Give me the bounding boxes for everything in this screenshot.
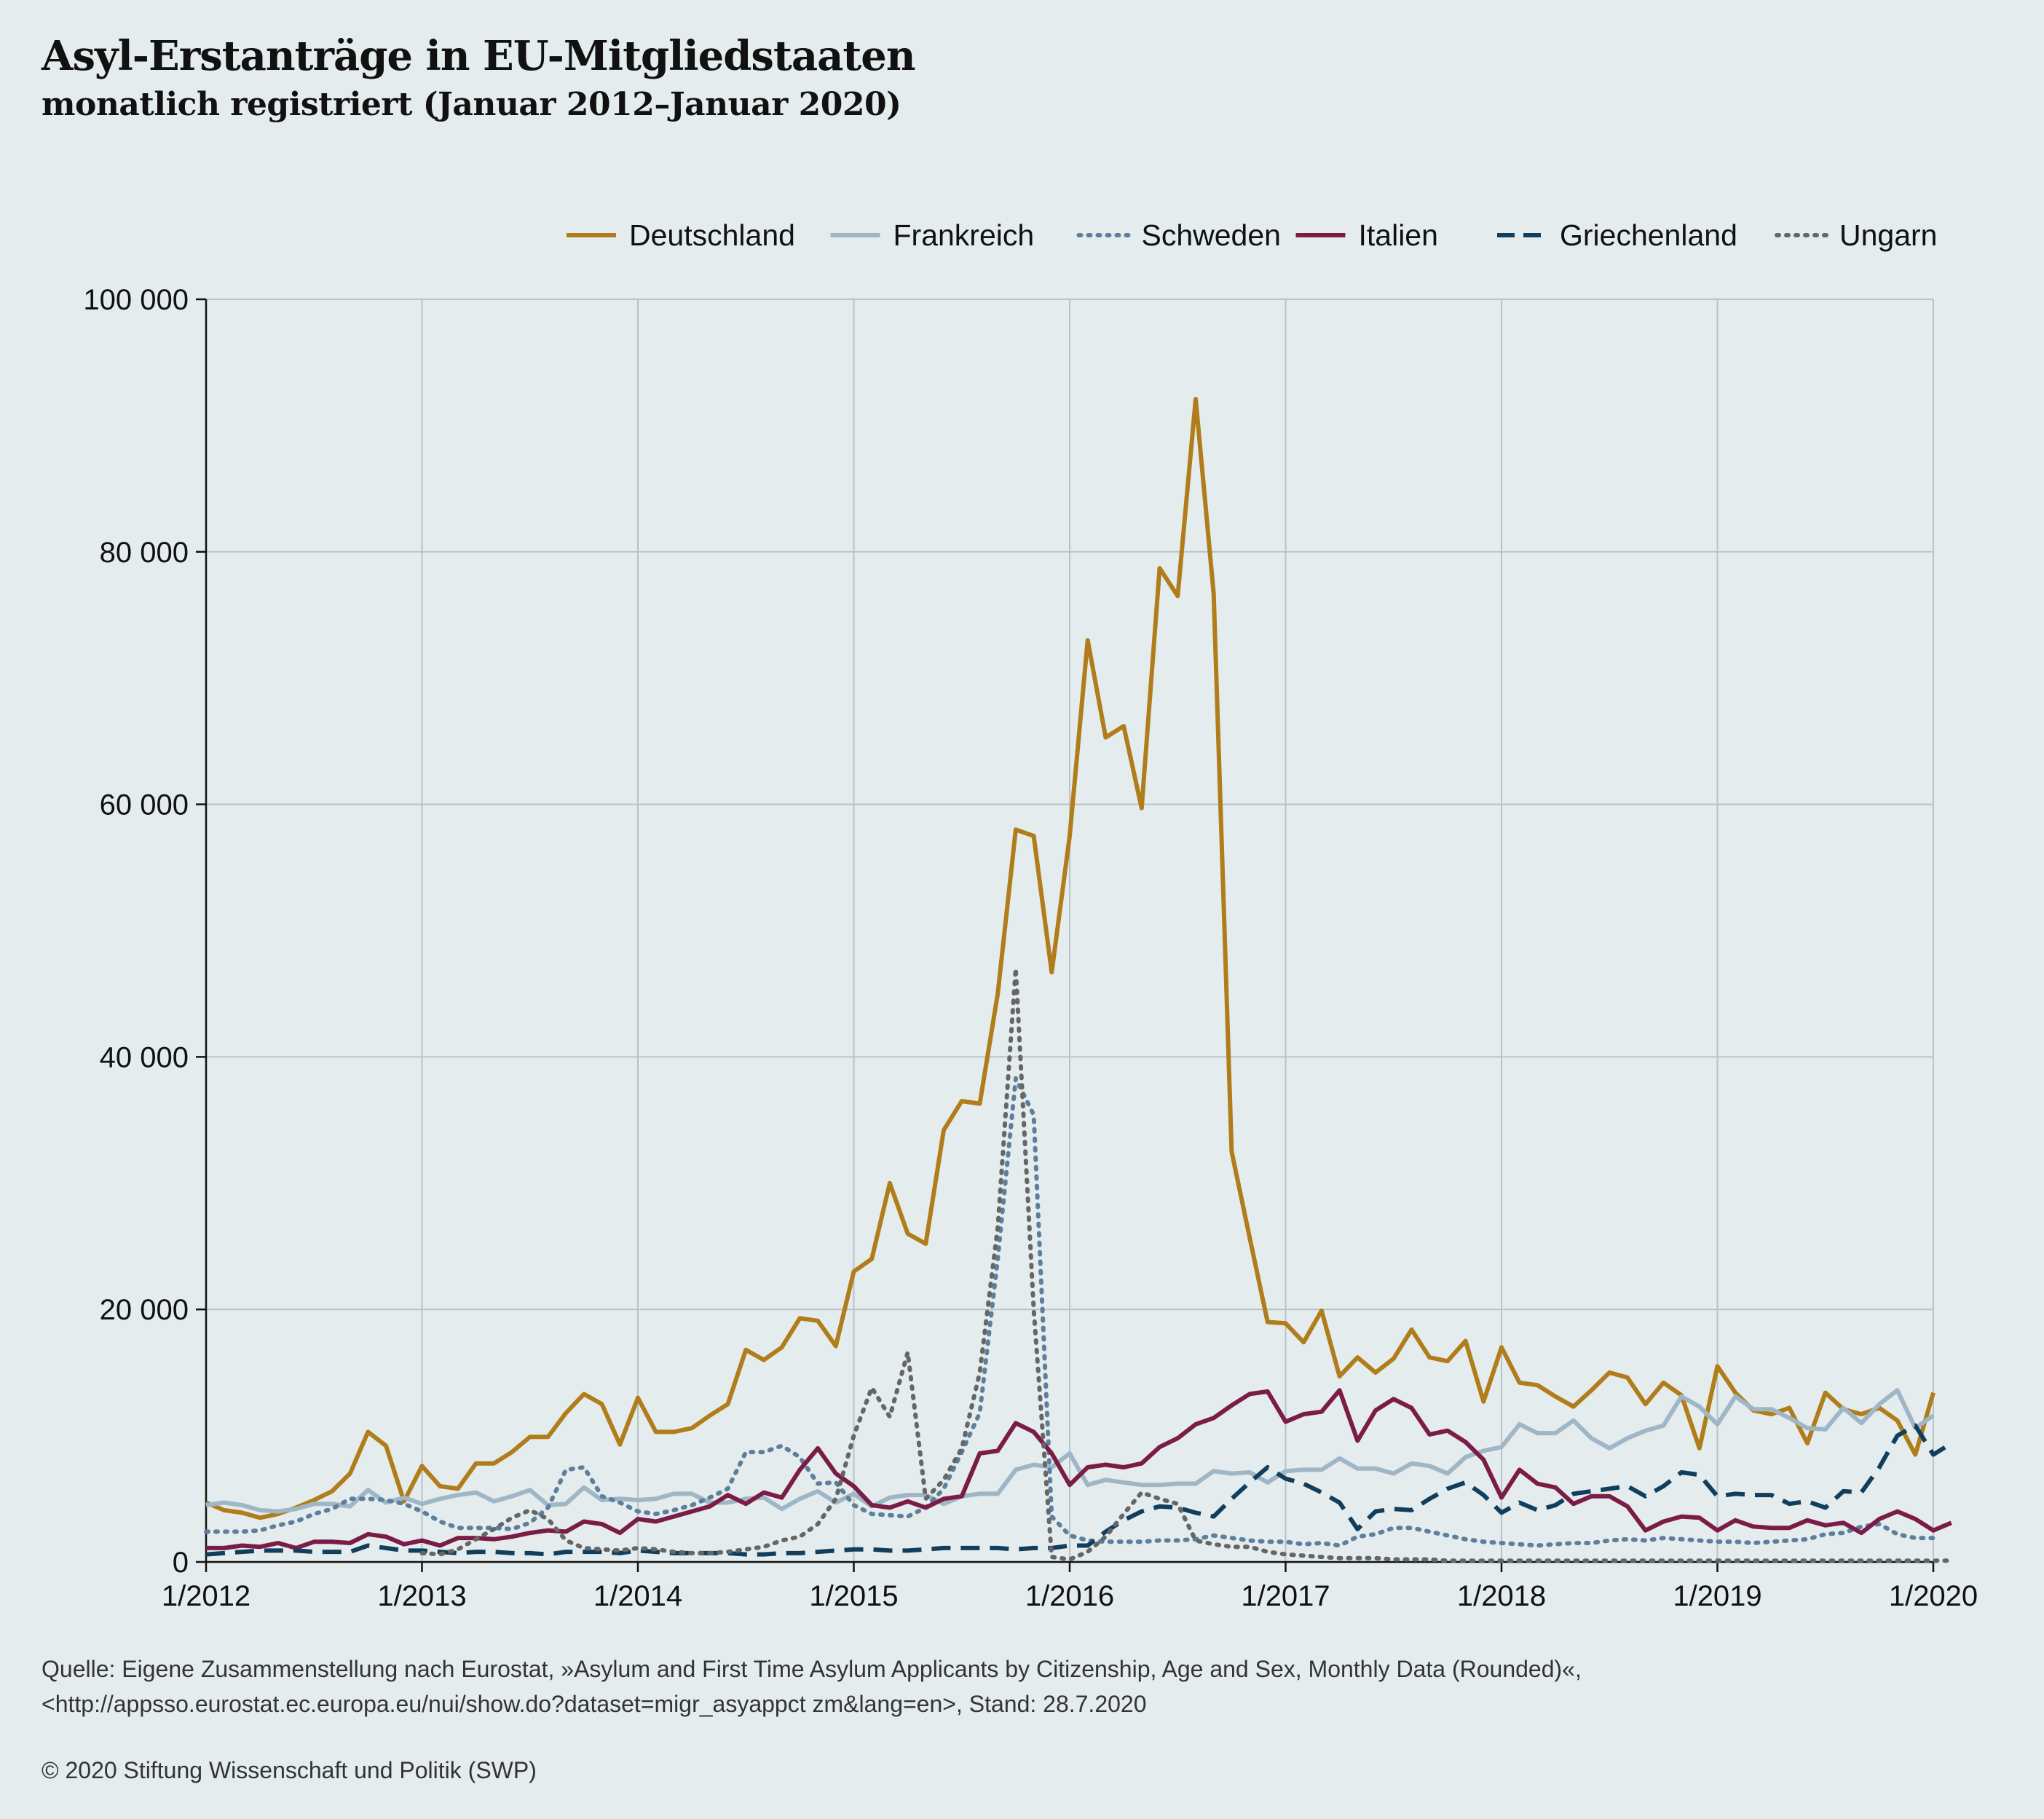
source-line-1: Quelle: Eigene Zusammenstellung nach Eur…	[42, 1656, 1582, 1682]
legend-item-ungarn: Ungarn	[1775, 218, 1937, 252]
copyright-note: © 2020 Stiftung Wissenschaft und Politik…	[42, 1757, 537, 1783]
legend-item-frankreich: Frankreich	[830, 218, 1035, 252]
x-tick-label: 1/2014	[593, 1580, 682, 1612]
x-tick-label: 1/2015	[809, 1580, 898, 1612]
x-tick-label: 1/2017	[1241, 1580, 1330, 1612]
legend-item-deutschland: Deutschland	[567, 218, 795, 252]
y-tick-label: 80 000	[100, 537, 189, 569]
line-chart: 0 20 000 40 000 60 000 80 000 100 000 1/2012 1/…	[83, 218, 1978, 1612]
legend-label: Schweden	[1142, 218, 1281, 252]
x-tick-label: 1/2012	[162, 1580, 250, 1612]
x-tick-label: 1/2020	[1889, 1580, 1978, 1612]
series-line-deutschland	[205, 397, 1936, 1520]
legend-label: Frankreich	[893, 218, 1035, 252]
source-line-2: <http://appsso.eurostat.ec.europa.eu/nui…	[42, 1691, 1147, 1717]
chart-subtitle: monatlich registriert (Januar 2012–Janua…	[42, 86, 901, 123]
x-tick-label: 1/2013	[377, 1580, 466, 1612]
legend-label: Italien	[1359, 218, 1438, 252]
legend-item-schweden: Schweden	[1076, 218, 1281, 252]
y-tick-label: 0	[173, 1547, 189, 1579]
x-tick-label: 1/2019	[1673, 1580, 1761, 1612]
legend-label: Griechenland	[1560, 218, 1737, 252]
legend-item-griechenland: Griechenland	[1497, 218, 1737, 252]
y-tick-label: 100 000	[83, 284, 189, 316]
grid-lines	[206, 299, 1934, 1562]
legend-label: Ungarn	[1839, 218, 1937, 252]
x-tick-label: 1/2018	[1457, 1580, 1546, 1612]
axes: 0 20 000 40 000 60 000 80 000 100 000 1/2012 1/…	[83, 284, 1978, 1612]
y-tick-label: 20 000	[100, 1294, 189, 1326]
y-tick-label: 60 000	[100, 789, 189, 821]
series-line-ungarn	[419, 966, 1954, 1563]
source-note: Quelle: Eigene Zusammenstellung nach Eur…	[42, 1652, 2008, 1721]
series-layer	[204, 397, 1954, 1563]
y-tick-label: 40 000	[100, 1041, 189, 1073]
series-line-italien	[206, 1388, 1952, 1550]
series-line-schweden	[204, 1076, 1936, 1548]
x-tick-label: 1/2016	[1025, 1580, 1114, 1612]
series-line-griechenland	[205, 1423, 1953, 1557]
legend-item-italien: Italien	[1295, 218, 1438, 252]
series-line-frankreich	[205, 1388, 1935, 1514]
chart-title: Asyl-Erstanträge in EU-Mitgliedstaaten	[42, 32, 916, 80]
legend-label: Deutschland	[629, 218, 795, 252]
legend: Deutschland Frankreich Schweden Italien Grie…	[567, 218, 1937, 252]
